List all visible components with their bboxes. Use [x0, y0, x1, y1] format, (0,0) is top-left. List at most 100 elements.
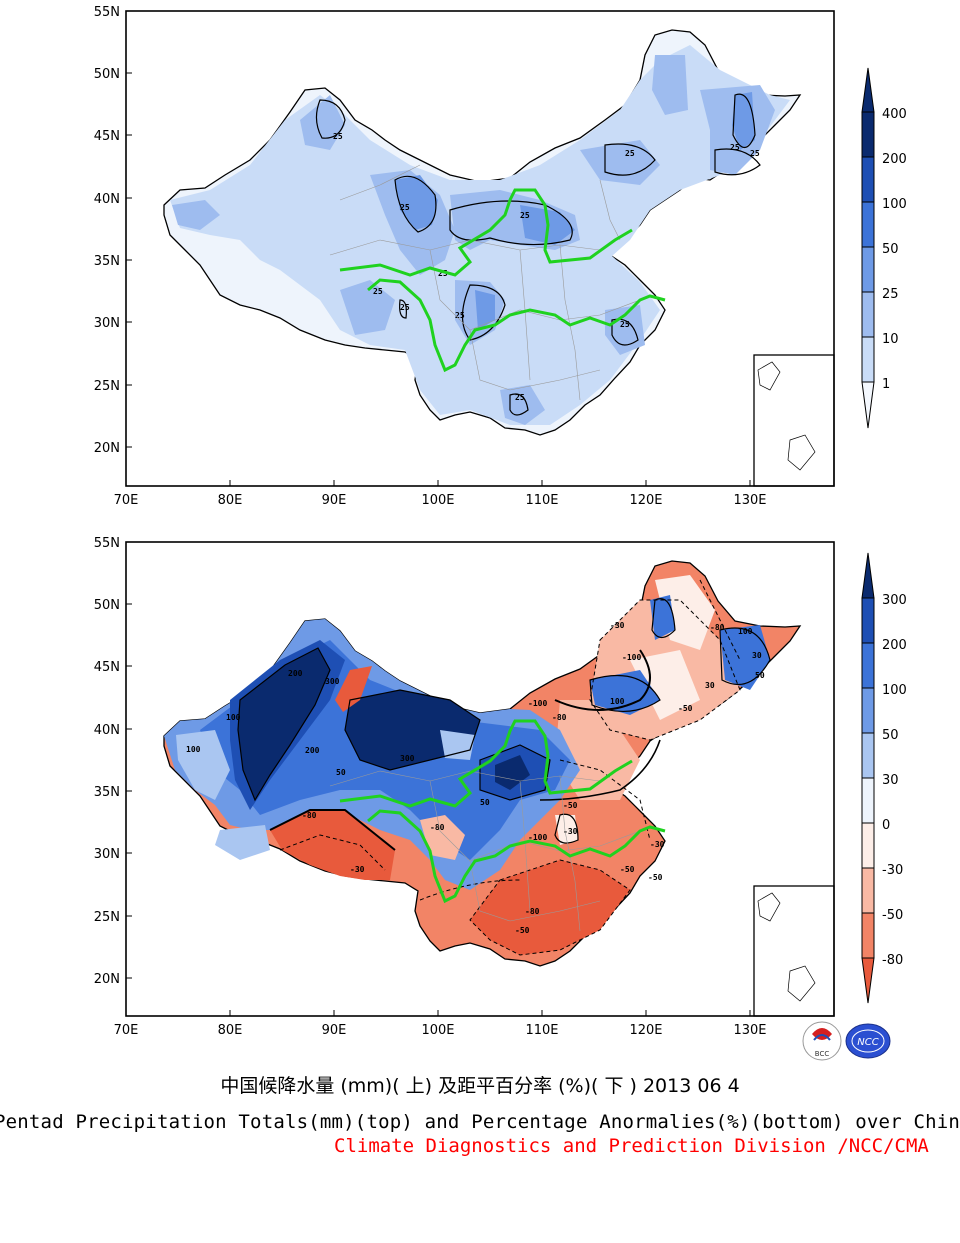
lon-label: 120E [629, 1023, 662, 1038]
bottom-dashed-contours [279, 579, 741, 956]
contour-label: -50 [678, 704, 693, 713]
top-lon-labels: 70E 80E 90E 100E 110E 120E 130E [114, 493, 767, 508]
contour-label: 25 [333, 132, 343, 141]
lon-label: 110E [525, 1023, 558, 1038]
contour-label: 25 [515, 393, 525, 402]
bottom-lon-labels: 70E 80E 90E 100E 110E 120E 130E [114, 1023, 767, 1038]
contour-label: -100 [622, 653, 641, 662]
lon-label: 110E [525, 493, 558, 508]
contour-label: 25 [730, 143, 740, 152]
contour-label: -80 [302, 811, 317, 820]
legend-label: 400 [882, 107, 907, 122]
bottom-map-frame [125, 541, 835, 1017]
contour-label: -80 [430, 823, 445, 832]
legend-label: 300 [882, 593, 907, 608]
top-scs-inset [753, 354, 835, 487]
contour-label: 100 [738, 627, 753, 636]
contour-label: -50 [648, 873, 663, 882]
lon-label: 100E [421, 1023, 454, 1038]
contour-label: 25 [373, 287, 383, 296]
contour-label: -80 [552, 713, 567, 722]
lon-label: 70E [114, 493, 139, 508]
legend-label: 200 [882, 152, 907, 167]
contour-label: -30 [610, 621, 625, 630]
contour-label: 50 [480, 798, 490, 807]
legend-label: 10 [882, 332, 899, 347]
bcc-logo: BCC [802, 1021, 842, 1061]
bottom-lat-labels: 55N 50N 45N 40N 35N 30N 25N 20N [94, 536, 120, 987]
lat-label: 30N [94, 316, 120, 331]
legend-label: 25 [882, 287, 899, 302]
legend-label: 200 [882, 638, 907, 653]
lat-label: 45N [94, 129, 120, 144]
bottom-anomaly-shading [164, 575, 770, 955]
contour-label: 300 [400, 754, 415, 763]
contour-label: 300 [325, 677, 340, 686]
bottom-province-borders [329, 770, 641, 932]
english-caption: Pentad Precipitation Totals(mm)(top) and… [0, 1111, 960, 1133]
lat-label: 40N [94, 192, 120, 207]
lat-label: 55N [94, 5, 120, 20]
yellow-river [339, 719, 633, 808]
contour-label: 25 [750, 149, 760, 158]
contour-label: 50 [755, 671, 765, 680]
top-map: 55N 50N 45N 40N 35N 30N 25N 20N 70E 80E … [94, 5, 907, 508]
legend-label: 100 [882, 197, 907, 212]
lat-label: 35N [94, 785, 120, 800]
contour-label: 25 [438, 269, 448, 278]
contour-label: 25 [400, 203, 410, 212]
contour-label: 30 [705, 681, 715, 690]
top-lat-labels: 55N 50N 45N 40N 35N 30N 25N 20N [94, 5, 120, 456]
yellow-river [339, 188, 633, 277]
top-ticks [126, 10, 751, 486]
top-rivers [339, 188, 666, 373]
contour-label: -50 [563, 801, 578, 810]
bottom-ticks [126, 541, 751, 1016]
contour-label: 25 [400, 303, 410, 312]
contour-label: 25 [455, 311, 465, 320]
legend-label: 0 [882, 818, 890, 833]
contour-label: 200 [305, 746, 320, 755]
contour-label: 100 [610, 697, 625, 706]
yangtze-river [367, 278, 666, 373]
contour-label: 25 [625, 149, 635, 158]
contour-label: 50 [336, 768, 346, 777]
lon-label: 70E [114, 1023, 139, 1038]
legend-label: 30 [882, 773, 899, 788]
lon-label: 130E [733, 493, 766, 508]
lat-label: 25N [94, 379, 120, 394]
contour-label: -80 [710, 623, 725, 632]
contour-label: -50 [515, 926, 530, 935]
contour-label: 30 [752, 651, 762, 660]
legend-label: 50 [882, 242, 899, 257]
lat-label: 20N [94, 441, 120, 456]
lat-label: 30N [94, 847, 120, 862]
legend-label: 50 [882, 728, 899, 743]
lon-label: 90E [322, 1023, 347, 1038]
contour-label: -80 [525, 907, 540, 916]
division-caption: Climate Diagnostics and Prediction Divis… [334, 1135, 929, 1157]
lat-label: 50N [94, 598, 120, 613]
contour-label: -100 [528, 833, 547, 842]
contour-label: 25 [520, 211, 530, 220]
bottom-contour-labels: 300 200 100 100 50 50 30 -30 -50 -80 -10… [186, 621, 765, 935]
chinese-caption: 中国候降水量 (mm)( 上) 及距平百分率 (%)( 下 ) 2013 06 … [220, 1075, 740, 1097]
bottom-rivers [339, 719, 666, 904]
contour-label: 200 [288, 669, 303, 678]
legend-label: -30 [882, 863, 903, 878]
lat-label: 45N [94, 660, 120, 675]
lat-label: 50N [94, 67, 120, 82]
lon-label: 90E [322, 493, 347, 508]
lon-label: 130E [733, 1023, 766, 1038]
ncc-logo: NCC [845, 1023, 891, 1059]
lat-label: 40N [94, 723, 120, 738]
lon-label: 120E [629, 493, 662, 508]
contour-label: -30 [350, 865, 365, 874]
lat-label: 20N [94, 972, 120, 987]
top-map-frame [125, 10, 835, 487]
top-contour-labels: 25 25 25 25 25 25 25 25 25 25 25 25 [333, 132, 760, 402]
lon-label: 80E [218, 1023, 243, 1038]
contour-label: -50 [620, 865, 635, 874]
top-legend: 400 200 100 50 25 10 1 [861, 67, 907, 429]
lon-label: 80E [218, 493, 243, 508]
